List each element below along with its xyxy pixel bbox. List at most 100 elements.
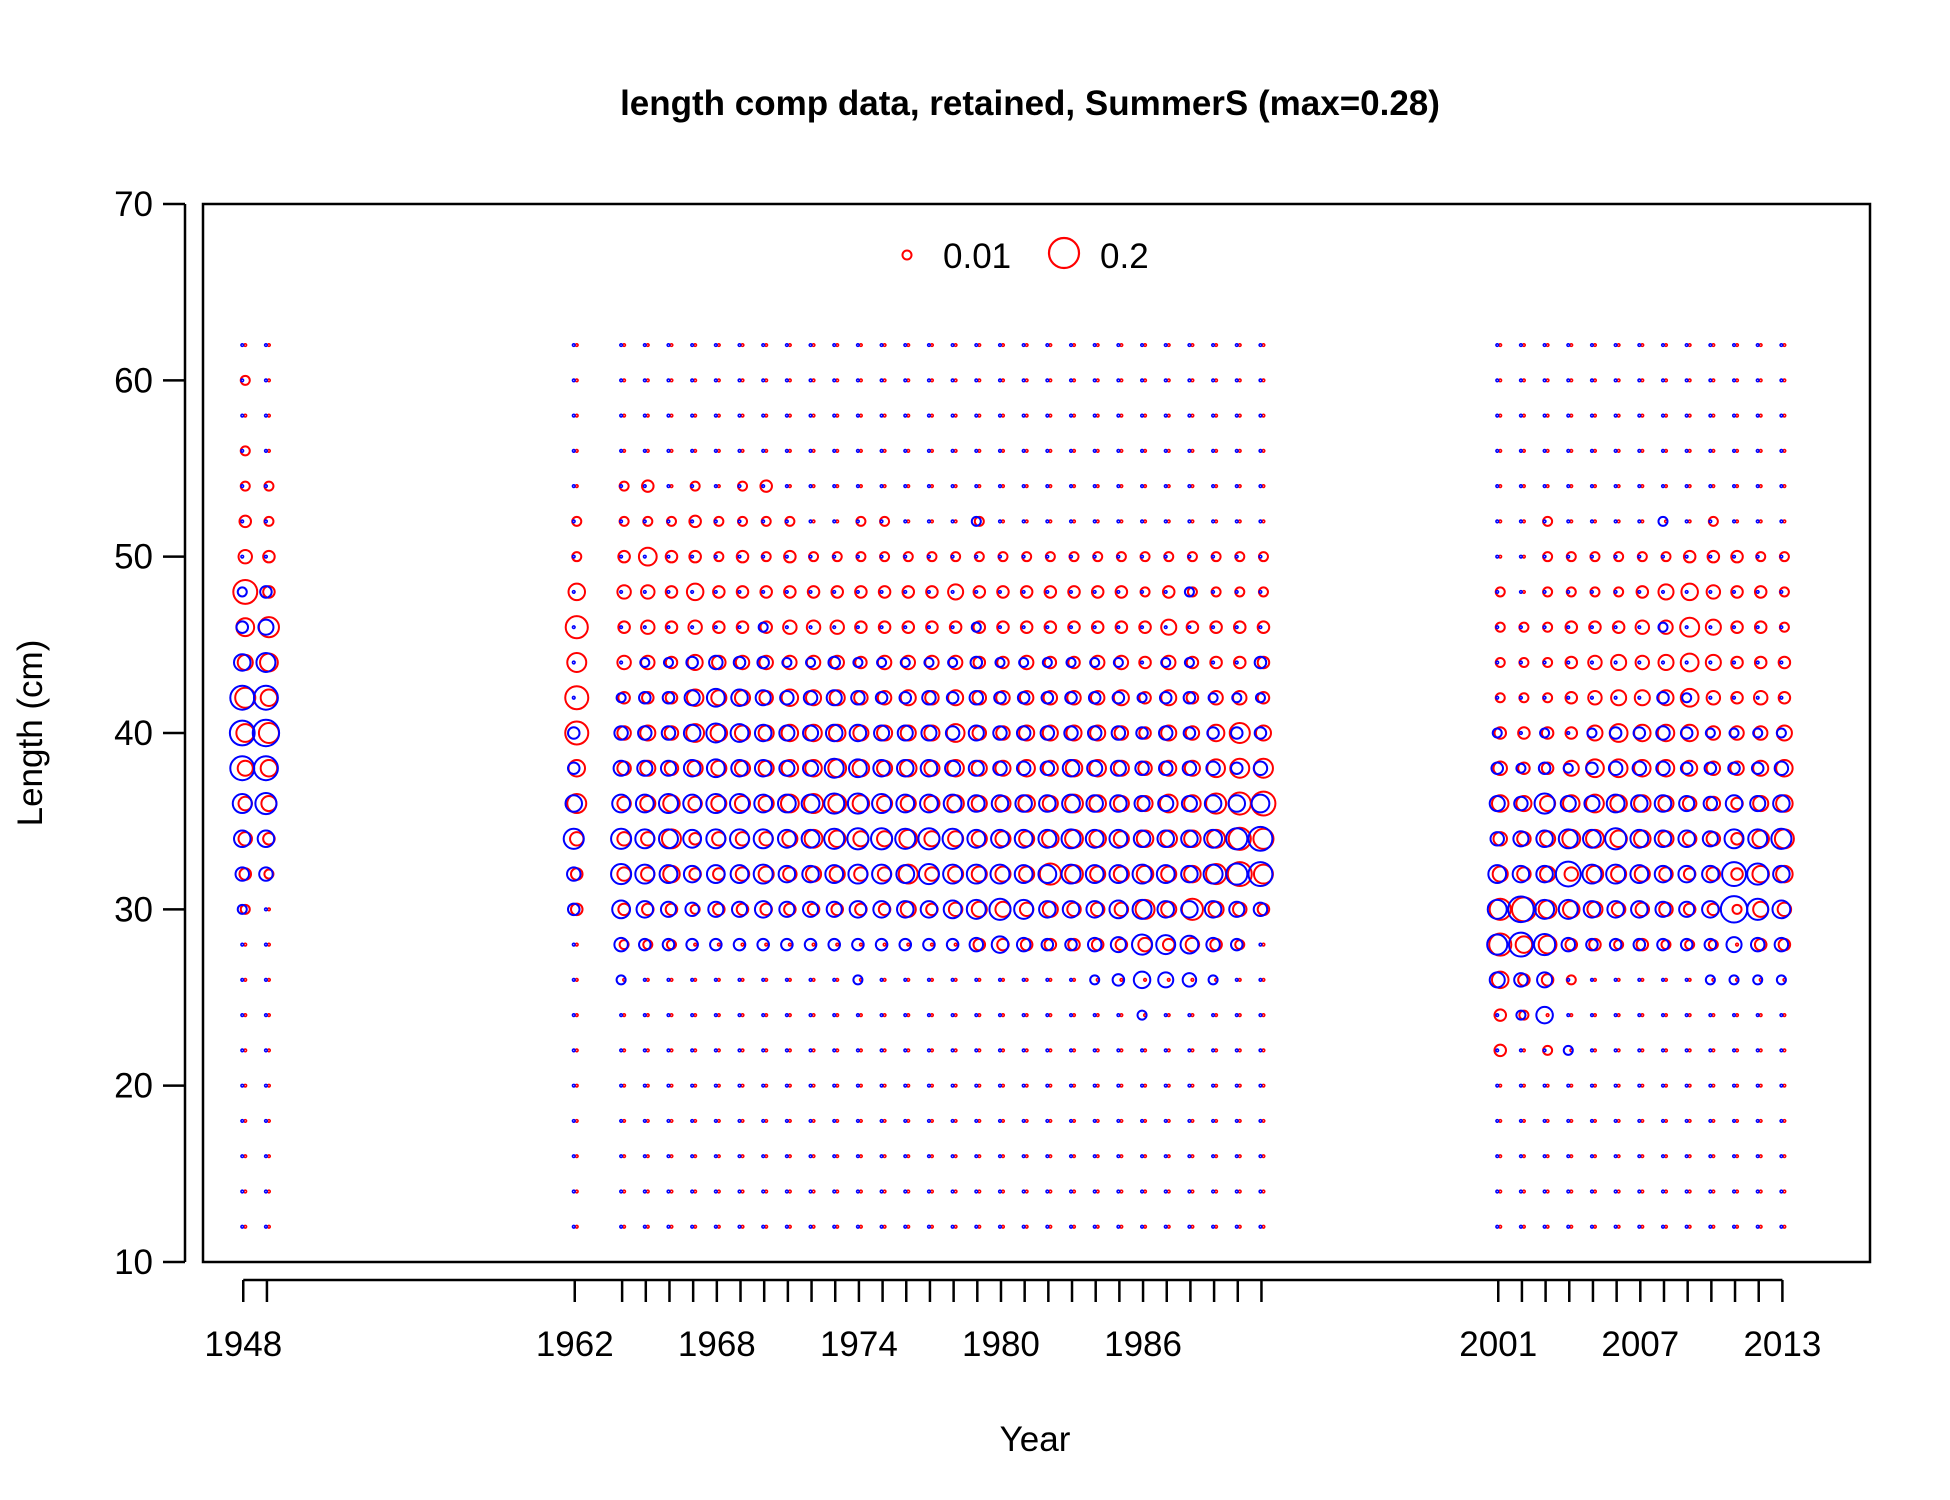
bubble-blue (1752, 974, 1764, 986)
bubble-blue (1660, 1083, 1666, 1088)
bubble-blue (619, 519, 624, 524)
bubble-blue (642, 1224, 647, 1229)
bubble-red (1753, 585, 1768, 599)
bubble-blue (1187, 1048, 1192, 1053)
bubble-blue (879, 589, 884, 595)
bubble-blue (1684, 519, 1689, 524)
bubble-blue (832, 625, 837, 630)
bubble-blue (713, 554, 718, 559)
bubble-blue (619, 413, 624, 418)
bubble-blue (1210, 1189, 1216, 1194)
bubble-blue (732, 937, 747, 952)
bubble-blue (1557, 898, 1579, 920)
bubble-blue (1589, 1154, 1595, 1159)
bubble-red (946, 759, 965, 778)
bubble-red (758, 654, 774, 671)
bubble-blue (1533, 792, 1556, 815)
bubble-blue (1566, 660, 1571, 665)
bubble-blue (1179, 934, 1200, 955)
bubble-blue (1684, 1083, 1689, 1088)
bubble-blue (784, 1189, 789, 1194)
bubble-blue (1156, 900, 1175, 919)
bubble-red (1065, 724, 1083, 742)
bubble-blue (1187, 1118, 1192, 1124)
bubble-blue (1637, 1083, 1642, 1088)
bubble-blue (636, 759, 654, 777)
bubble-blue (240, 1118, 245, 1124)
bubble-red (637, 546, 658, 567)
bubble-blue (1247, 861, 1274, 888)
bubble-blue (1537, 761, 1552, 776)
bubble-blue (997, 554, 1003, 559)
bubble-blue (619, 1189, 624, 1194)
bubble-blue (713, 1224, 718, 1229)
bubble-blue (965, 863, 987, 885)
legend-bubble-large (1047, 236, 1081, 270)
bubble-blue (240, 1013, 245, 1018)
bubble-blue (705, 687, 726, 708)
bubble-blue (896, 900, 915, 919)
bubble-blue (967, 759, 985, 777)
bubble-blue (240, 1154, 245, 1159)
bubble-blue (802, 900, 820, 918)
bubble-blue (1068, 589, 1074, 595)
bubble-blue (1258, 413, 1263, 418)
bubble-blue (784, 413, 789, 418)
bubble-blue (784, 1224, 789, 1229)
bubble-blue (784, 625, 789, 630)
bubble-blue (1045, 378, 1050, 383)
y-tick-label: 70 (114, 185, 153, 224)
bubble-red (693, 942, 698, 947)
bubble-blue (1068, 1083, 1074, 1088)
bubble-blue (1708, 342, 1713, 348)
bubble-red (1112, 689, 1130, 707)
bubble-red (617, 620, 631, 634)
bubble-blue (879, 1118, 884, 1124)
bubble-red (783, 585, 797, 599)
bubble-blue (690, 1118, 695, 1124)
bubble-blue (992, 760, 1008, 776)
bubble-red (1633, 759, 1652, 778)
bubble-blue (967, 724, 985, 742)
bubble-blue (1092, 342, 1097, 348)
bubble-red (1185, 620, 1200, 634)
bubble-blue (690, 1048, 695, 1053)
bubble-blue (240, 1189, 245, 1194)
bubble-blue (1684, 342, 1689, 348)
bubble-blue (1258, 1083, 1263, 1088)
bubble-red (948, 620, 963, 634)
bubble-blue (1566, 519, 1571, 524)
bubble-blue (1562, 762, 1574, 774)
bubble-blue (761, 378, 766, 383)
bubble-blue (802, 690, 819, 706)
bubble-red (876, 794, 894, 813)
bubble-blue (1068, 484, 1074, 489)
bubble-red (994, 759, 1012, 777)
bubble-blue (832, 1013, 837, 1018)
bubble-blue (1589, 625, 1595, 630)
bubble-blue (926, 1189, 932, 1194)
bubble-blue (1542, 1083, 1547, 1088)
bubble-red (236, 759, 254, 777)
bubble-blue (1613, 1083, 1618, 1088)
bubble-blue (832, 342, 837, 348)
bubble-blue (1684, 1189, 1689, 1194)
bubble-blue (1116, 1154, 1121, 1159)
bubble-blue (1068, 519, 1074, 524)
bubble-blue (1089, 974, 1101, 986)
bubble-blue (997, 519, 1003, 524)
bubble-blue (1202, 863, 1224, 885)
bubble-blue (855, 413, 861, 418)
bubble-red (1488, 932, 1513, 957)
bubble-blue (988, 897, 1012, 921)
bubble-blue (263, 413, 269, 418)
bubble-blue (571, 1013, 576, 1018)
bubble-blue (258, 866, 274, 882)
bubble-blue (1135, 726, 1149, 740)
bubble-blue (639, 656, 651, 668)
bubble-blue (753, 793, 774, 814)
bubble-blue (1518, 1083, 1524, 1088)
bubble-blue (1613, 1048, 1618, 1053)
bubble-blue (1486, 898, 1508, 920)
